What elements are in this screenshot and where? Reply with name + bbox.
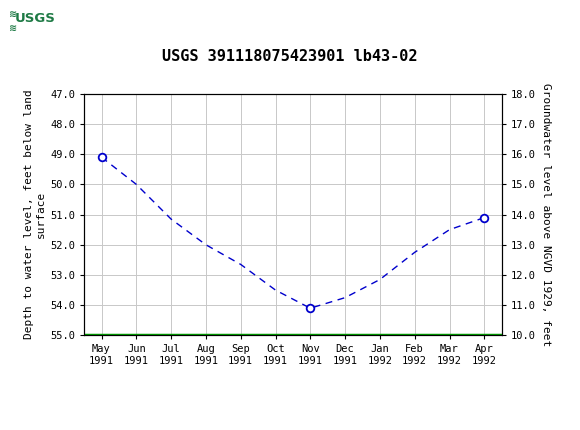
Y-axis label: Depth to water level, feet below land
surface: Depth to water level, feet below land su… bbox=[24, 90, 46, 339]
Text: ≋: ≋ bbox=[9, 10, 17, 20]
Text: USGS: USGS bbox=[14, 12, 55, 25]
Text: USGS 391118075423901 lb43-02: USGS 391118075423901 lb43-02 bbox=[162, 49, 418, 64]
Bar bbox=[3, 2, 55, 36]
Text: ≋: ≋ bbox=[9, 23, 17, 34]
Y-axis label: Groundwater level above NGVD 1929, feet: Groundwater level above NGVD 1929, feet bbox=[541, 83, 551, 346]
